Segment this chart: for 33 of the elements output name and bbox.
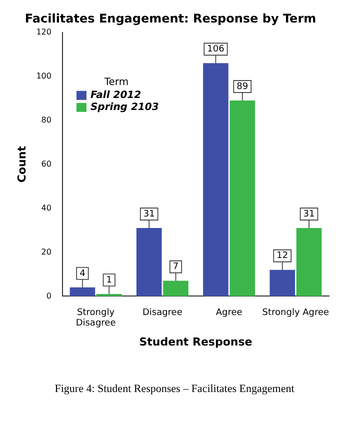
bar: [70, 287, 96, 296]
bar: [136, 228, 162, 296]
y-tick-label: 40: [41, 203, 52, 212]
chart-title: Facilitates Engagement: Response by Term: [24, 11, 316, 26]
data-label: 7: [172, 262, 179, 272]
data-label: 31: [143, 209, 155, 220]
y-tick-label: 120: [36, 27, 52, 36]
x-tick-label: Strongly Agree: [262, 308, 330, 318]
caption: Figure 4: Student Responses – Facilitates Engagement: [54, 383, 296, 395]
data-label: 31: [303, 209, 315, 220]
bar: [270, 270, 296, 296]
x-tick-label: Strongly Disagree: [76, 308, 116, 329]
y-axis-title: Count: [15, 146, 28, 183]
bar: [296, 228, 322, 296]
bar: [230, 100, 256, 296]
legend-title: Term: [103, 76, 129, 88]
y-tick-label: 100: [36, 71, 52, 80]
x-tick-label: Disagree: [142, 308, 183, 318]
data-label: 1: [106, 275, 112, 286]
legend-label: Fall 2012: [90, 90, 142, 101]
data-label: 89: [236, 82, 248, 92]
legend-label: Spring 2103: [90, 102, 159, 113]
data-label: 4: [80, 268, 86, 279]
data-label: 106: [207, 44, 225, 55]
y-tick-label: 60: [41, 159, 52, 168]
bar: [203, 63, 228, 296]
data-label: 12: [276, 251, 288, 262]
y-tick-label: 0: [46, 291, 52, 300]
bar: [163, 280, 188, 296]
x-axis-title: Student Response: [139, 335, 252, 348]
y-tick-label: 80: [41, 115, 52, 124]
x-tick-label: Agree: [216, 308, 243, 318]
y-tick-label: 20: [41, 247, 52, 256]
